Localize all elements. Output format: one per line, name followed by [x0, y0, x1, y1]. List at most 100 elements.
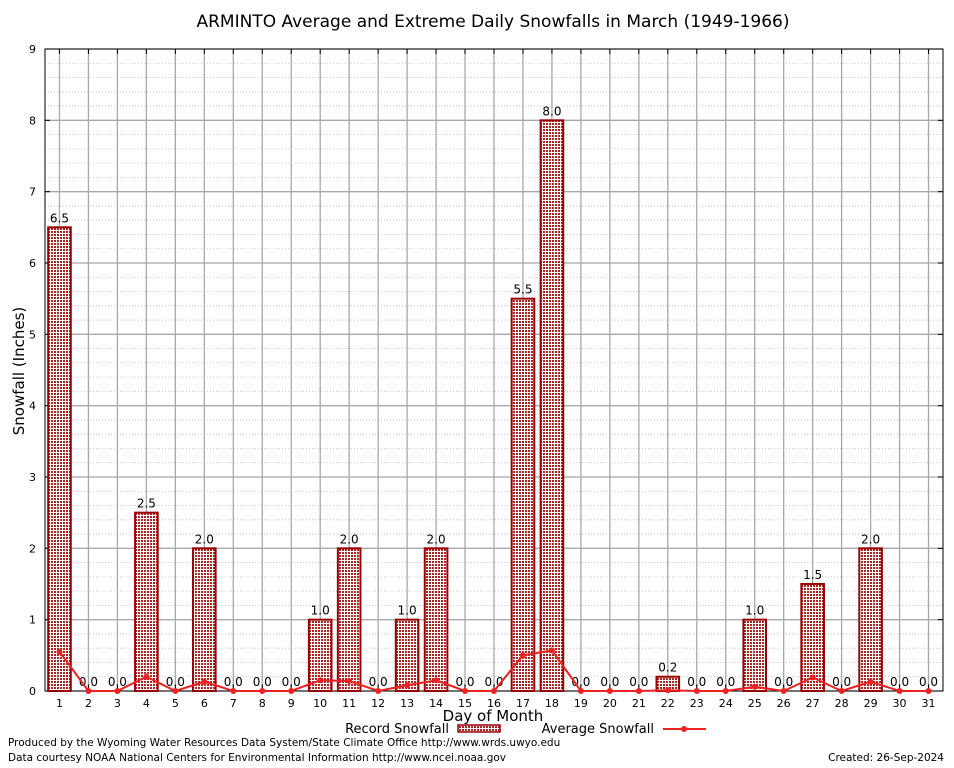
average-point [85, 688, 92, 694]
bar-value-labels: 6.5 0.0 0.0 2.5 0.0 2.0 0.0 0.0 0.0 1.0 2.0 0.0 1.0 2… [50, 104, 938, 689]
bar-value-label: 2.0 [427, 532, 446, 546]
x-tick-label: 8 [259, 697, 266, 710]
bar-value-label: 5.5 [513, 283, 532, 297]
x-tick-label: 1 [56, 697, 63, 710]
bar-value-label: 0.0 [774, 675, 793, 689]
average-point [288, 688, 295, 694]
average-point [606, 688, 613, 694]
record-bar [742, 618, 768, 693]
chart-title: ARMINTO Average and Extreme Daily Snowfa… [196, 12, 789, 32]
average-point [433, 677, 440, 684]
average-point [143, 673, 150, 680]
average-point [519, 652, 526, 659]
bar-value-label: 1.0 [398, 604, 417, 618]
average-point [867, 678, 874, 685]
bar-value-label: 0.0 [919, 675, 938, 689]
y-tick-label: 0 [29, 685, 36, 698]
record-bar [858, 547, 883, 692]
average-point [491, 688, 497, 694]
average-line-series [56, 647, 932, 694]
average-point [809, 674, 816, 681]
record-bar [307, 618, 333, 693]
footer-data-courtesy: Data courtesy NOAA National Centers for … [8, 752, 507, 764]
x-tick-label: 31 [922, 697, 936, 710]
average-point [577, 688, 584, 694]
average-point [201, 678, 208, 685]
y-axis-label: Snowfall (Inches) [10, 307, 28, 435]
x-tick-label: 5 [172, 697, 179, 710]
bar-value-label: 2.0 [195, 532, 214, 546]
x-tick-label: 12 [371, 697, 385, 710]
legend-record-swatch [457, 724, 501, 733]
average-point [462, 688, 469, 694]
x-tick-label: 15 [458, 697, 472, 710]
bar-value-label: 0.0 [890, 675, 909, 689]
x-tick-label: 13 [400, 697, 414, 710]
y-tick-label: 1 [29, 614, 36, 627]
average-point [230, 688, 237, 694]
x-tick-label: 22 [661, 697, 675, 710]
average-point [722, 688, 729, 694]
bar-value-label: 8.0 [542, 104, 561, 118]
y-tick-label: 4 [29, 400, 36, 413]
legend-average-marker [681, 726, 687, 732]
average-point [635, 688, 642, 694]
x-tick-label: 28 [835, 697, 849, 710]
bar-value-label: 1.5 [803, 568, 822, 582]
legend: Record Snowfall Average Snowfall [345, 722, 706, 737]
y-tick-label: 9 [29, 43, 36, 56]
bar-value-label: 0.0 [600, 675, 619, 689]
record-bar [47, 226, 72, 692]
bar-value-label: 0.0 [687, 675, 706, 689]
record-bar [800, 583, 825, 692]
bar-value-label: 0.0 [716, 675, 735, 689]
record-bar [510, 297, 536, 692]
x-tick-label: 25 [748, 697, 762, 710]
x-tick-label: 9 [288, 697, 295, 710]
record-bar [192, 547, 217, 692]
record-bar [539, 119, 565, 693]
bar-value-label: 0.0 [166, 675, 185, 689]
bar-value-label: 0.0 [224, 675, 243, 689]
average-point [114, 688, 121, 694]
x-tick-label: 10 [313, 697, 327, 710]
x-tick-label: 19 [574, 697, 588, 710]
record-bar [336, 547, 362, 692]
average-point [664, 687, 671, 694]
x-tick-label: 24 [719, 697, 733, 710]
bar-value-label: 0.0 [369, 675, 388, 689]
record-bar [423, 547, 449, 692]
average-point [693, 688, 700, 694]
x-tick-label: 7 [230, 697, 237, 710]
y-tick-label: 3 [29, 471, 36, 484]
x-tick-label: 23 [690, 697, 704, 710]
legend-average-label: Average Snowfall [542, 722, 654, 737]
x-tick-label: 2 [85, 697, 92, 710]
average-point [317, 677, 324, 684]
bar-series [47, 119, 883, 693]
bar-value-label: 1.0 [745, 604, 764, 618]
x-tick-label: 21 [632, 697, 646, 710]
bar-value-label: 0.0 [455, 675, 474, 689]
y-tick-label: 2 [29, 542, 36, 555]
x-tick-label: 16 [487, 697, 501, 710]
x-tick-label: 26 [777, 697, 791, 710]
x-tick-label: 29 [864, 697, 878, 710]
average-point [780, 688, 787, 694]
x-tick-label: 17 [516, 697, 530, 710]
x-tick-label: 6 [201, 697, 208, 710]
bar-value-label: 2.0 [861, 532, 880, 546]
average-point [751, 683, 758, 690]
bar-value-label: 0.2 [658, 661, 677, 675]
average-point [172, 688, 179, 694]
y-tick-label: 8 [29, 114, 36, 127]
x-tick-label: 3 [114, 697, 121, 710]
bar-value-label: 1.0 [311, 604, 330, 618]
x-tick-label: 18 [545, 697, 559, 710]
bar-value-label: 0.0 [832, 675, 851, 689]
x-tick-label: 4 [143, 697, 150, 710]
x-axis-label: Day of Month [443, 707, 544, 725]
average-point [925, 688, 932, 694]
average-point [375, 688, 382, 694]
